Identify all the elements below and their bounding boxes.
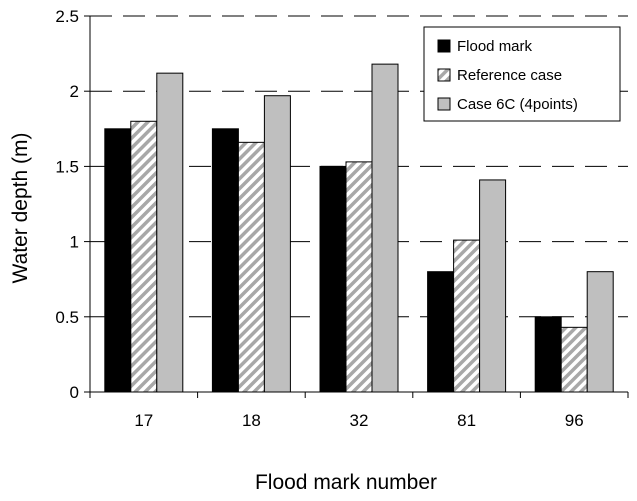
legend-swatch [437, 68, 451, 82]
bar-case-6c-4points-17 [156, 72, 184, 393]
bar-reference-case-96 [560, 326, 588, 393]
y-tick-label: 0 [70, 383, 79, 402]
y-tick-label: 2 [70, 82, 79, 101]
y-tick-labels: 0 0.5 1 1.5 2 2.5 [55, 7, 79, 402]
bar-flood-mark-81 [427, 271, 455, 393]
bar-flood-mark-32 [319, 165, 347, 393]
legend-label: Flood mark [457, 38, 533, 55]
bar-flood-mark-18 [211, 128, 239, 393]
bar-case-6c-4points-96 [586, 271, 614, 393]
y-tick-label: 1 [70, 233, 79, 252]
x-tick-label: 81 [457, 411, 476, 430]
bar-case-6c-4points-81 [479, 179, 507, 393]
legend: Flood mark Reference case Case 6C (4points… [423, 26, 621, 122]
bar-reference-case-32 [345, 161, 373, 393]
legend-swatch [437, 39, 451, 53]
bar-reference-case-18 [237, 141, 265, 393]
bar-flood-mark-17 [104, 128, 132, 393]
x-tick-label: 96 [565, 411, 584, 430]
x-tick-labels: 17 18 32 81 96 [134, 411, 583, 430]
bar-case-6c-4points-32 [371, 63, 399, 393]
legend-box [423, 26, 621, 122]
y-tick-label: 1.5 [55, 157, 79, 176]
axes-group [84, 15, 629, 398]
x-tick-label: 18 [242, 411, 261, 430]
legend-label: Reference case [457, 67, 562, 84]
legend-label: Case 6C (4points) [457, 96, 578, 113]
bar-reference-case-81 [453, 239, 481, 393]
y-tick-label: 0.5 [55, 308, 79, 327]
bar-flood-mark-96 [534, 316, 562, 393]
x-axis-title: Flood mark number [255, 471, 437, 494]
x-tick-label: 32 [350, 411, 369, 430]
x-tick-label: 17 [134, 411, 153, 430]
legend-swatch [437, 97, 451, 111]
bar-case-6c-4points-18 [263, 95, 291, 393]
bars-group [104, 63, 614, 393]
y-axis-title: Water depth (m) [9, 133, 32, 284]
bar-reference-case-17 [130, 120, 158, 393]
y-tick-label: 2.5 [55, 7, 79, 26]
